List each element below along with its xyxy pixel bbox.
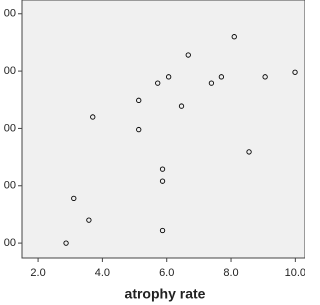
- x-tick-label: 10.0: [285, 267, 305, 279]
- point: [63, 240, 69, 246]
- point: [262, 74, 268, 80]
- point: [159, 166, 166, 172]
- x-tick-label: 6.0: [159, 267, 174, 279]
- point: [292, 69, 298, 75]
- point: [231, 34, 237, 40]
- chart: atrophy rate 00 00 00 00 00 2.0 4.0 6.0 8.0 10.0: [4, 0, 305, 302]
- x-axis-label: atrophy rate: [125, 286, 206, 302]
- point: [159, 227, 166, 234]
- point: [165, 74, 172, 80]
- y-tick-label: 00: [4, 8, 16, 20]
- point: [86, 217, 92, 223]
- x-tick-label: 8.0: [223, 267, 238, 279]
- x-tick-label: 4.0: [95, 267, 110, 279]
- point: [136, 97, 142, 103]
- y-tick-label: 00: [4, 122, 16, 134]
- y-tick-label: 00: [4, 65, 16, 77]
- point: [178, 103, 185, 109]
- point: [159, 178, 166, 184]
- y-tick-label: 00: [4, 180, 16, 192]
- point: [71, 195, 77, 202]
- point: [136, 126, 142, 133]
- x-tick-label: 2.0: [30, 267, 45, 279]
- point: [208, 80, 215, 86]
- point: [218, 74, 225, 80]
- point: [246, 149, 252, 155]
- point: [185, 52, 191, 58]
- point: [155, 80, 161, 86]
- plot-area: [21, 0, 305, 259]
- y-tick-label: 00: [4, 237, 16, 249]
- point: [90, 114, 96, 120]
